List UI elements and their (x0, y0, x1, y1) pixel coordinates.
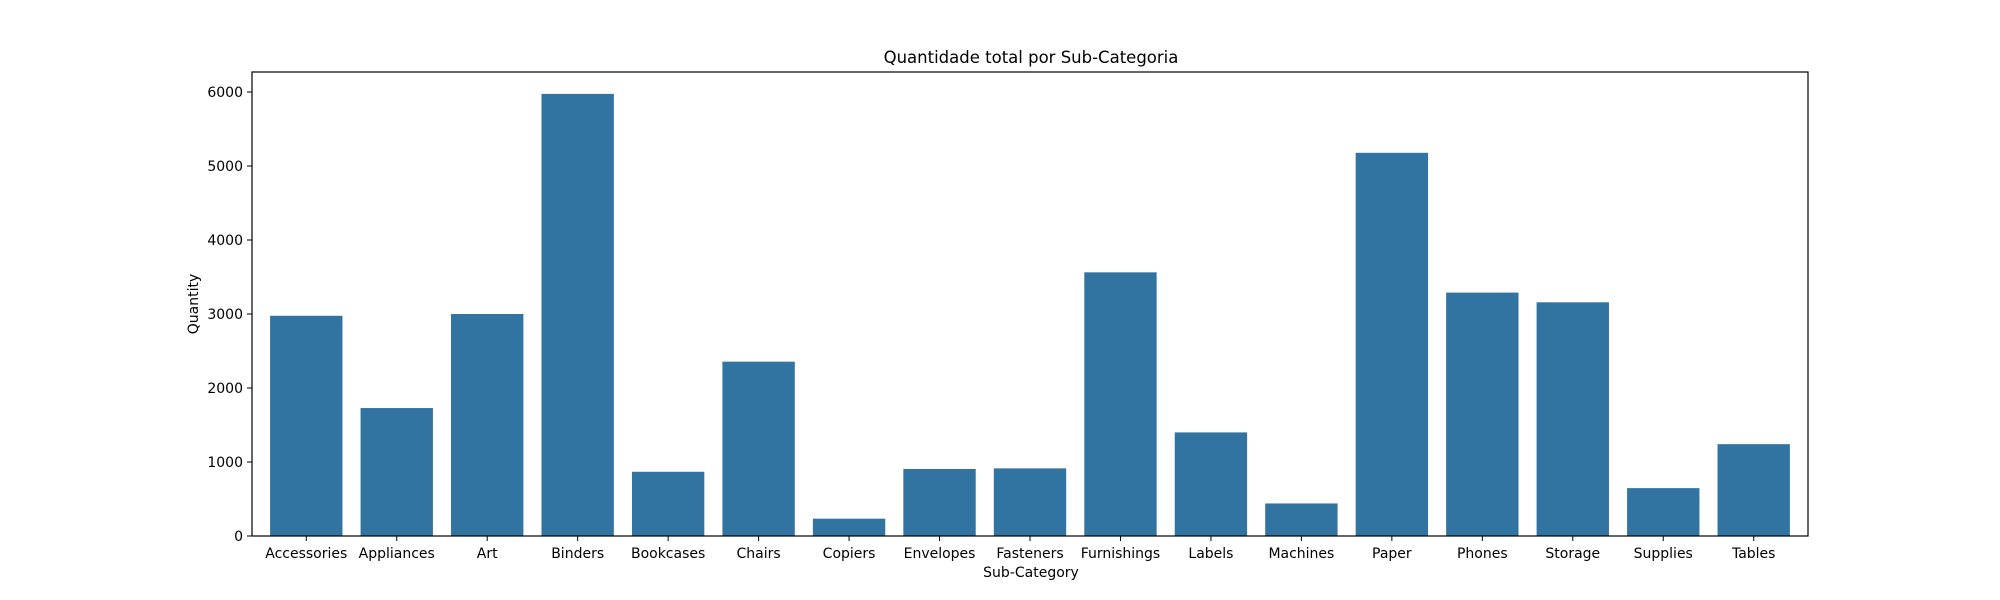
x-tick-label: Accessories (265, 546, 347, 562)
x-axis-ticks: Accessories Appliances Art Binders Bookcases… (265, 536, 1775, 562)
y-axis-ticks: 0 1000 2000 3000 4000 5000 6000 (207, 85, 252, 545)
y-tick-label: 0 (234, 529, 243, 545)
x-tick-label: Machines (1268, 546, 1334, 562)
bar-chairs (722, 361, 795, 536)
x-tick-label: Tables (1731, 546, 1776, 562)
x-tick-label: Chairs (737, 546, 781, 562)
bar-storage (1536, 302, 1609, 536)
bar-furnishings (1084, 272, 1157, 536)
y-axis-label: Quantity (186, 274, 202, 335)
x-axis-label: Sub-Category (983, 565, 1079, 581)
bar-phones (1446, 292, 1519, 536)
y-tick-label: 1000 (207, 455, 243, 471)
bar-envelopes (903, 468, 976, 536)
x-tick-label: Fasteners (996, 546, 1063, 562)
bar-appliances (360, 408, 433, 536)
bar-binders (541, 93, 614, 537)
x-tick-label: Furnishings (1081, 546, 1161, 562)
y-tick-label: 2000 (207, 381, 243, 397)
x-tick-label: Binders (551, 546, 604, 562)
bar-art (451, 313, 524, 536)
x-tick-label: Phones (1457, 546, 1508, 562)
x-tick-label: Art (477, 546, 498, 562)
y-tick-label: 5000 (207, 159, 243, 175)
x-tick-label: Copiers (823, 546, 876, 562)
bar-copiers (812, 518, 886, 536)
y-tick-label: 6000 (207, 85, 243, 101)
bars-group (270, 93, 1790, 537)
y-tick-label: 3000 (207, 307, 243, 323)
chart-title: Quantidade total por Sub-Categoria (884, 48, 1179, 67)
x-tick-label: Storage (1545, 546, 1600, 562)
bar-paper (1355, 152, 1429, 536)
bar-supplies (1627, 488, 1700, 536)
x-tick-label: Paper (1372, 546, 1412, 562)
bar-fasteners (993, 468, 1067, 536)
bar-bookcases (631, 471, 705, 536)
bar-machines (1265, 503, 1338, 536)
y-tick-label: 4000 (207, 233, 243, 249)
x-tick-label: Envelopes (904, 546, 976, 562)
bar-labels (1174, 432, 1248, 536)
bar-accessories (270, 315, 343, 536)
x-tick-label: Supplies (1634, 546, 1693, 562)
x-tick-label: Bookcases (631, 546, 705, 562)
x-tick-label: Appliances (359, 546, 435, 562)
bar-tables (1717, 444, 1790, 536)
x-tick-label: Labels (1188, 546, 1233, 562)
